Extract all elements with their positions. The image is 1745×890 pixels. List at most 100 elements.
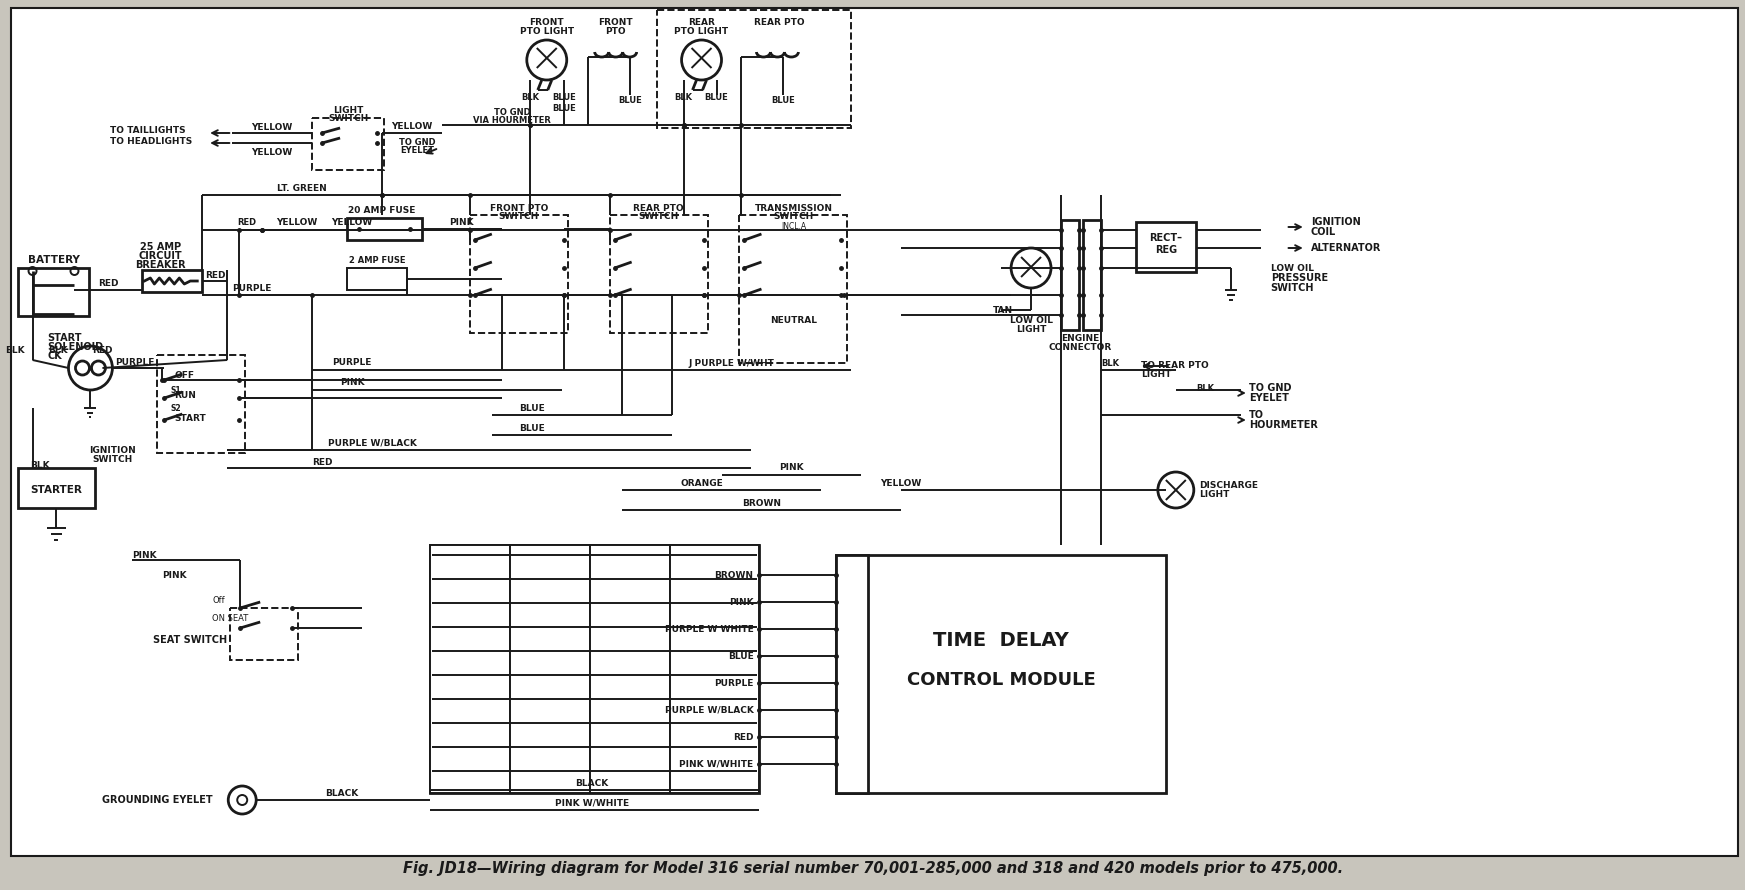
Text: START: START [174,414,206,423]
Text: TO HEADLIGHTS: TO HEADLIGHTS [110,136,192,145]
Bar [230,608,298,660]
Bar [469,215,567,333]
Text: LOW OIL: LOW OIL [1010,315,1052,325]
Text: TO REAR PTO: TO REAR PTO [1141,360,1209,369]
Text: RED: RED [98,279,119,287]
Text: PURPLE W/BLACK: PURPLE W/BLACK [328,439,417,448]
Text: BLACK: BLACK [576,779,609,788]
Text: RECT–: RECT– [1150,233,1183,243]
Text: LIGHT: LIGHT [1141,369,1171,378]
Text: EYELET: EYELET [400,145,435,155]
Text: CONTROL MODULE: CONTROL MODULE [907,671,1096,689]
Text: EYELET: EYELET [1249,393,1288,403]
Text: TO GND: TO GND [398,137,435,147]
Text: ALTERNATOR: ALTERNATOR [1310,243,1380,253]
Bar [1061,220,1078,330]
Text: TO: TO [1249,410,1263,420]
Text: COIL: COIL [1310,227,1337,237]
Text: TAN: TAN [993,305,1014,314]
Text: PURPLE: PURPLE [232,284,272,293]
Text: RUN: RUN [174,391,195,400]
Text: NEUTRAL: NEUTRAL [770,315,817,325]
Text: YELLOW: YELLOW [881,479,921,488]
Text: PURPLE: PURPLE [714,678,754,687]
Bar [1084,220,1101,330]
Text: J PURPLE W/WHT: J PURPLE W/WHT [689,359,775,368]
Bar [347,268,407,290]
Text: START: START [47,333,82,343]
Text: BLUE: BLUE [705,93,728,101]
Text: PTO LIGHT: PTO LIGHT [675,27,729,36]
Text: TO GND: TO GND [494,108,530,117]
Bar [157,355,246,453]
Text: BLK: BLK [30,460,49,470]
Text: CIRCUIT: CIRCUIT [138,251,181,261]
Bar [1136,222,1195,272]
Bar [656,10,852,128]
Text: INCL.A: INCL.A [780,222,806,231]
Text: RED: RED [92,345,113,354]
Text: FRONT PTO: FRONT PTO [490,204,548,213]
Text: S2: S2 [171,403,181,412]
Text: PURPLE: PURPLE [332,358,372,367]
Bar [17,268,89,316]
Text: RED: RED [237,217,257,226]
Bar [347,218,422,240]
Text: SWITCH: SWITCH [328,114,368,123]
Text: BLK: BLK [47,345,68,354]
Bar [590,545,670,793]
Text: 2 AMP FUSE: 2 AMP FUSE [349,255,405,264]
Text: SWITCH: SWITCH [773,212,813,221]
Text: YELLOW: YELLOW [251,123,293,132]
Text: BLK: BLK [675,93,693,101]
Text: TRANSMISSION: TRANSMISSION [754,204,832,213]
Text: BLUE: BLUE [618,95,642,104]
Text: PINK: PINK [162,570,187,579]
Text: 20 AMP FUSE: 20 AMP FUSE [349,206,415,214]
Text: LT. GREEN: LT. GREEN [277,183,326,192]
Text: LIGHT: LIGHT [333,106,363,115]
Bar [429,545,510,793]
Text: Off: Off [213,595,225,604]
Text: PURPLE W WHITE: PURPLE W WHITE [665,625,754,634]
Text: PINK: PINK [729,597,754,606]
Text: BROWN: BROWN [714,570,754,579]
Text: SWITCH: SWITCH [92,455,133,464]
Text: STARTER: STARTER [31,485,82,495]
Text: ON SEAT: ON SEAT [213,613,248,622]
Text: BLUE: BLUE [551,103,576,112]
Text: RED: RED [312,457,332,466]
Text: SWITCH: SWITCH [1270,283,1314,293]
Text: LOW OIL: LOW OIL [1270,263,1314,272]
Text: PRESSURE: PRESSURE [1270,273,1328,283]
Text: SOLENOID: SOLENOID [47,342,103,352]
Text: YELLOW: YELLOW [332,217,373,226]
Text: IGNITION: IGNITION [89,446,136,455]
Text: PINK: PINK [450,217,475,226]
Text: DISCHARGE: DISCHARGE [1199,481,1258,490]
Text: BLK: BLK [5,345,24,354]
Bar [609,215,707,333]
Text: FRONT: FRONT [599,18,633,27]
Text: REAR PTO: REAR PTO [754,18,804,27]
Text: LIGHT: LIGHT [1016,325,1047,334]
Text: BROWN: BROWN [742,498,782,507]
Text: PINK: PINK [133,551,157,560]
Text: IGNITION: IGNITION [1310,217,1361,227]
Text: PINK W/WHITE: PINK W/WHITE [555,798,628,807]
Text: LIGHT: LIGHT [1199,490,1228,498]
Text: YELLOW: YELLOW [276,217,318,226]
Bar [17,468,96,508]
Text: BATTERY: BATTERY [28,255,80,265]
Bar [740,215,848,363]
Text: RED: RED [204,271,225,279]
Bar [429,545,759,793]
Text: TO TAILLIGHTS: TO TAILLIGHTS [110,125,187,134]
Text: BLUE: BLUE [518,403,544,412]
Text: FRONT: FRONT [529,18,564,27]
Text: BLUE: BLUE [518,424,544,433]
Text: REAR PTO: REAR PTO [633,204,684,213]
Text: BLUE: BLUE [728,651,754,660]
Text: PURPLE: PURPLE [115,358,154,367]
Text: REG: REG [1155,245,1176,255]
